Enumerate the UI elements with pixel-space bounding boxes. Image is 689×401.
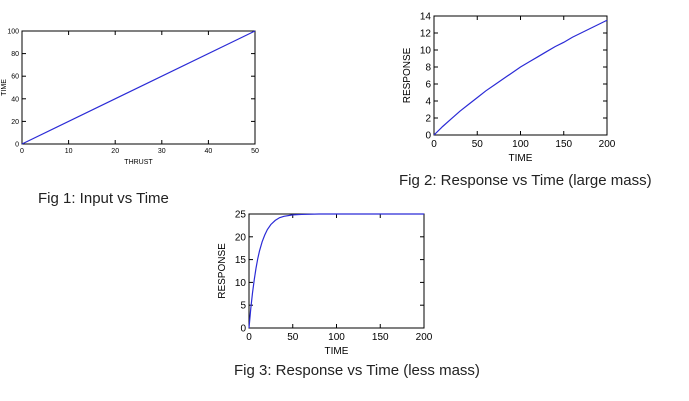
fig1-x-tick-label: 50 — [251, 148, 259, 155]
fig2-y-tick-label: 8 — [425, 63, 431, 74]
fig1-x-tick-label: 0 — [20, 148, 24, 155]
fig2-y-tick-label: 6 — [425, 80, 431, 91]
fig2-x-tick-label: 0 — [431, 139, 437, 150]
fig3-x-tick-label: 50 — [287, 332, 299, 343]
fig1-series-line — [21, 30, 256, 145]
fig2-y-tick-label: 0 — [425, 131, 431, 142]
fig3-x-tick-label: 0 — [246, 332, 252, 343]
fig3-chart: 0 50 100 150 200 0 5 10 15 20 25 TIME RESPONSE — [217, 210, 433, 358]
fig3-x-tick-label: 150 — [372, 332, 389, 343]
fig2-x-tick-label: 150 — [555, 139, 572, 150]
fig2-y-tick-label: 12 — [420, 29, 432, 40]
fig1-x-tick-label: 20 — [111, 148, 119, 155]
fig2-y-tick-label: 4 — [425, 97, 431, 108]
fig3-x-tick-label: 100 — [328, 332, 345, 343]
fig1-y-tick-label: 100 — [7, 28, 19, 35]
fig3-series-line — [248, 213, 424, 329]
fig1-y-tick-label: 20 — [11, 119, 19, 126]
fig2-y-tick-label: 10 — [420, 46, 432, 57]
fig3-y-tick-label: 25 — [235, 210, 247, 221]
fig3-y-tick-label: 15 — [235, 255, 247, 266]
fig1-x-tick-label: 40 — [205, 148, 213, 155]
fig1-y-tick-label: 60 — [11, 74, 19, 81]
fig1-x-axis-label: THRUST — [124, 159, 153, 166]
fig2-x-tick-label: 200 — [599, 139, 616, 150]
fig1-y-tick-label: 80 — [11, 51, 19, 58]
fig1-chart: 0 10 20 30 40 50 0 20 40 60 80 100 THRUST TIME — [1, 28, 259, 166]
fig2-plot-frame — [433, 15, 608, 136]
fig3-plot-frame — [248, 213, 425, 329]
fig2-x-axis-label: TIME — [509, 153, 533, 164]
fig2-y-tick-label: 2 — [425, 114, 431, 125]
fig1-y-tick-label: 0 — [15, 141, 19, 148]
fig2-series-line — [433, 19, 608, 136]
fig3-x-axis-label: TIME — [325, 346, 349, 357]
fig3-y-tick-label: 10 — [235, 278, 247, 289]
fig2-caption: Fig 2: Response vs Time (large mass) — [399, 172, 652, 189]
fig2-y-axis-label: RESPONSE — [402, 47, 413, 103]
fig1-caption: Fig 1: Input vs Time — [38, 190, 169, 207]
fig2-x-tick-label: 100 — [512, 139, 529, 150]
fig2-x-tick-label: 50 — [472, 139, 484, 150]
fig1-x-tick-label: 10 — [65, 148, 73, 155]
fig1-y-axis-label: TIME — [1, 79, 8, 96]
fig2-chart: 0 50 100 150 200 0 2 4 6 8 10 12 14 TIME RESPONSE — [402, 12, 616, 165]
fig1-y-tick-label: 40 — [11, 96, 19, 103]
fig3-y-tick-label: 20 — [235, 232, 247, 243]
fig3-y-axis-label: RESPONSE — [217, 243, 228, 299]
fig3-x-tick-label: 200 — [416, 332, 433, 343]
fig3-y-tick-label: 0 — [240, 324, 246, 335]
fig3-caption: Fig 3: Response vs Time (less mass) — [234, 362, 480, 379]
fig2-y-tick-label: 14 — [420, 12, 432, 23]
fig1-x-tick-label: 30 — [158, 148, 166, 155]
fig1-plot-frame — [21, 30, 256, 145]
fig3-y-tick-label: 5 — [240, 301, 246, 312]
